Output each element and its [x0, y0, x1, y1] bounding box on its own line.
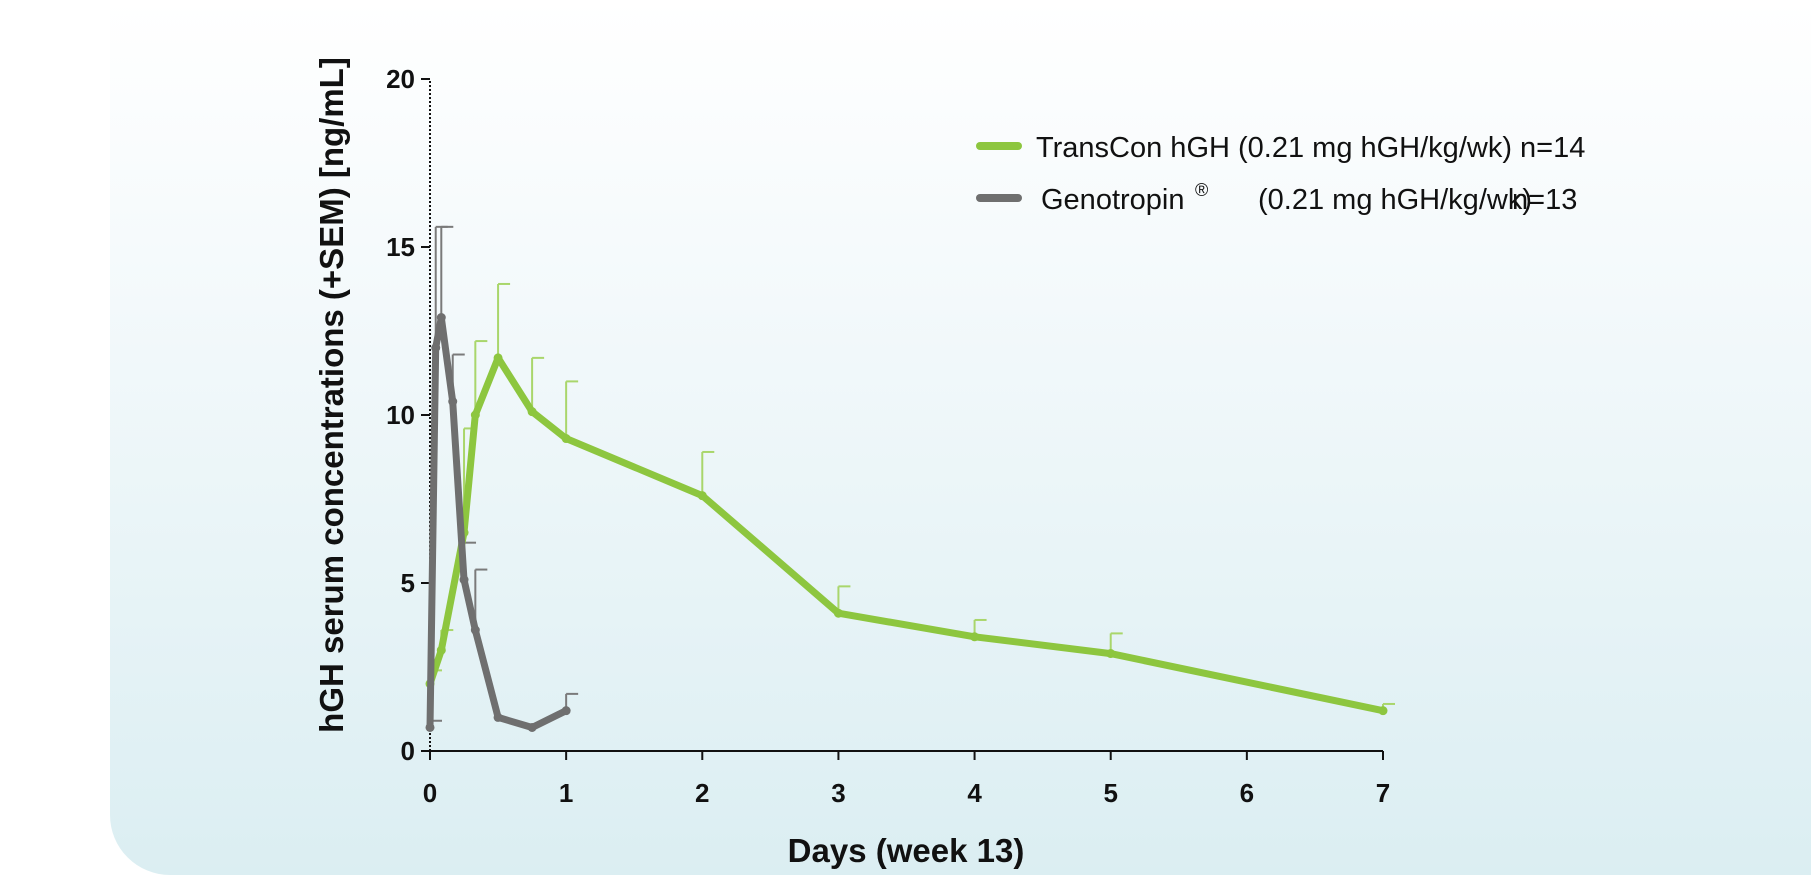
data-point-transcon	[493, 353, 503, 363]
axes: 0 1 2 3 4 5 6 7 0 5 10 15 20	[386, 64, 1390, 808]
legend-registered-mark: ®	[1195, 180, 1208, 200]
y-axis-title: hGH serum concentrations (+SEM) [ng/mL]	[313, 57, 350, 733]
x-tick-label: 4	[967, 778, 982, 808]
data-point-genotropin	[493, 712, 503, 722]
x-tick-label: 6	[1240, 778, 1254, 808]
data-point-transcon	[561, 434, 571, 444]
background-panel	[110, 0, 1811, 875]
legend-n-transcon: n=14	[1520, 132, 1585, 164]
y-tick-label: 5	[401, 568, 415, 598]
x-tick-label: 2	[695, 778, 709, 808]
x-tick-label: 0	[423, 778, 437, 808]
x-tick-label: 7	[1376, 778, 1390, 808]
data-point-transcon	[527, 407, 537, 417]
x-tick-label: 1	[559, 778, 573, 808]
legend-dose-transcon: (0.21 mg hGH/kg/wk)	[1238, 132, 1512, 164]
legend-name-transcon: TransCon hGH	[1036, 132, 1230, 164]
data-point-genotropin	[448, 397, 458, 407]
legend-dose-genotropin: (0.21 mg hGH/kg/wk)	[1258, 184, 1532, 216]
series-lines	[425, 313, 1388, 732]
legend-n-genotropin: n=13	[1512, 184, 1577, 216]
legend-name-genotropin: Genotropin	[1041, 184, 1185, 216]
data-point-genotropin	[470, 625, 480, 635]
data-point-transcon	[1106, 649, 1116, 659]
series-line-transcon	[426, 354, 1387, 715]
data-point-genotropin	[527, 722, 537, 732]
data-point-transcon	[470, 410, 480, 420]
data-point-transcon	[970, 632, 980, 642]
y-tick-label: 15	[386, 232, 415, 262]
data-point-genotropin	[436, 313, 446, 323]
data-point-transcon	[833, 608, 843, 618]
data-point-genotropin	[431, 343, 441, 353]
data-point-genotropin	[459, 575, 469, 585]
series-line-genotropin	[426, 314, 570, 731]
x-tick-label: 5	[1103, 778, 1117, 808]
x-tick-label: 3	[831, 778, 845, 808]
data-point-transcon	[436, 645, 446, 655]
data-point-genotropin	[561, 706, 571, 716]
x-axis-title: Days (week 13)	[788, 832, 1025, 869]
data-point-transcon	[1378, 706, 1388, 716]
legend: TransCon hGH (0.21 mg hGH/kg/wk) n=14 Ge…	[976, 132, 1585, 216]
y-tick-label: 20	[386, 64, 415, 94]
data-point-transcon	[697, 491, 707, 501]
error-bars	[429, 225, 1395, 728]
y-tick-label: 10	[386, 400, 415, 430]
legend-label-transcon: TransCon hGH (0.21 mg hGH/kg/wk) n=14	[1036, 132, 1585, 164]
data-point-genotropin	[425, 722, 435, 732]
y-tick-label: 0	[401, 736, 415, 766]
